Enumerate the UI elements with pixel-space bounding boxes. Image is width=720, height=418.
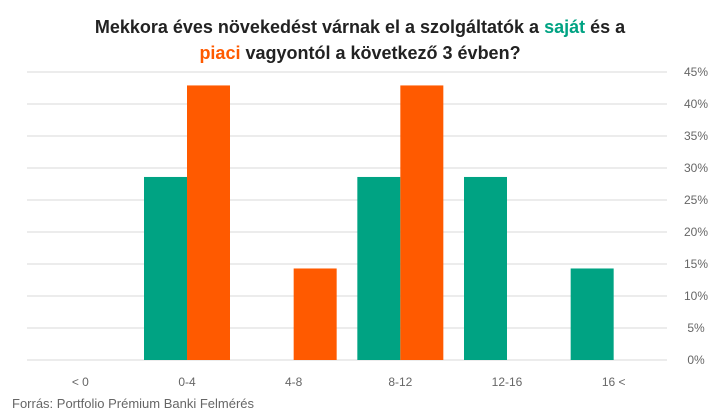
y-tick-label: 10% — [684, 289, 708, 303]
bar-own — [357, 176, 401, 360]
bar-market — [187, 85, 230, 360]
y-tick-label: 0% — [687, 353, 705, 367]
chart-title: Mekkora éves növekedést várnak el a szol… — [0, 14, 720, 66]
bar-own — [570, 268, 614, 360]
title-part-1: Mekkora éves növekedést várnak el a szol… — [94, 17, 545, 37]
x-tick-label: 4-8 — [285, 375, 303, 389]
x-tick-label: < 0 — [72, 375, 89, 389]
y-tick-label: 15% — [684, 257, 708, 271]
title-part-3: vagyontól a következő 3 évben? — [240, 43, 521, 63]
x-tick-label: 0-4 — [178, 375, 196, 389]
source-note: Forrás: Portfolio Prémium Banki Felmérés — [12, 396, 255, 411]
y-tick-label: 25% — [684, 193, 708, 207]
y-tick-label: 30% — [684, 161, 708, 175]
x-tick-label: 12-16 — [492, 375, 523, 389]
bar-own — [464, 176, 507, 360]
title-part-2: és a — [585, 17, 626, 37]
y-tick-label: 35% — [684, 129, 708, 143]
bar-market — [293, 268, 337, 360]
bar-own — [144, 176, 187, 360]
title-series-market: piaci — [199, 43, 241, 63]
y-tick-label: 20% — [684, 225, 708, 239]
x-tick-label: 8-12 — [388, 375, 412, 389]
title-series-own: saját — [544, 17, 586, 37]
y-tick-label: 5% — [687, 321, 705, 335]
y-tick-label: 45% — [684, 65, 708, 79]
x-tick-label: 16 < — [602, 375, 626, 389]
y-tick-label: 40% — [684, 97, 708, 111]
bar-market — [400, 85, 444, 360]
